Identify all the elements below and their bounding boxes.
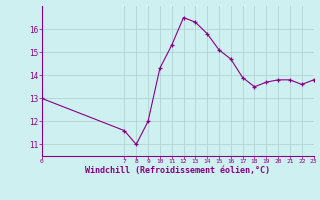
X-axis label: Windchill (Refroidissement éolien,°C): Windchill (Refroidissement éolien,°C)	[85, 166, 270, 175]
